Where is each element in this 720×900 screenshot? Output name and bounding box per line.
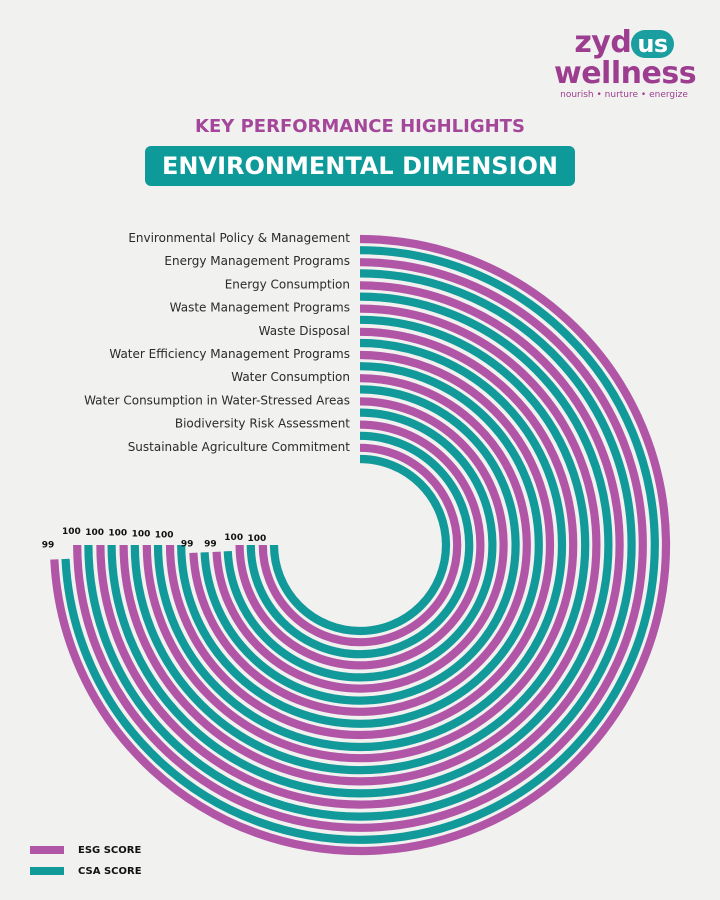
arc-esg-1 bbox=[73, 258, 647, 832]
arc-esg-3 bbox=[119, 304, 601, 786]
category-label-2: Energy Consumption bbox=[225, 277, 350, 291]
arc-csa-0 bbox=[61, 246, 659, 844]
arc-csa-5 bbox=[177, 362, 543, 728]
logo-tagline: nourish • nurture • energize bbox=[560, 90, 688, 100]
arc-esg-4 bbox=[142, 327, 578, 763]
category-label-3: Waste Management Programs bbox=[170, 301, 350, 315]
category-label-9: Sustainable Agriculture Commitment bbox=[128, 440, 351, 454]
logo-line-1: zyd us bbox=[554, 28, 694, 58]
arc-csa-2 bbox=[107, 292, 613, 798]
arc-esg-2 bbox=[96, 281, 624, 809]
value-label-2: 100 bbox=[85, 528, 104, 538]
chart-legend: ESG SCORE CSA SCORE bbox=[30, 840, 142, 882]
category-label-0: Environmental Policy & Management bbox=[128, 231, 350, 245]
value-label-0: 99 bbox=[42, 541, 55, 551]
arc-esg-0 bbox=[50, 234, 671, 856]
arc-esg-8 bbox=[235, 420, 485, 670]
legend-swatch-esg bbox=[30, 846, 64, 854]
value-label-7: 99 bbox=[204, 539, 217, 549]
arc-csa-1 bbox=[84, 269, 636, 821]
legend-item-esg: ESG SCORE bbox=[30, 840, 142, 860]
value-label-1: 100 bbox=[62, 527, 81, 537]
legend-item-csa: CSA SCORE bbox=[30, 861, 142, 881]
value-label-3: 100 bbox=[108, 529, 127, 539]
arc-csa-7 bbox=[223, 408, 497, 682]
arc-csa-3 bbox=[130, 315, 590, 775]
category-label-1: Energy Management Programs bbox=[164, 254, 350, 268]
logo-line-2: wellness bbox=[554, 56, 697, 91]
category-label-8: Biodiversity Risk Assessment bbox=[175, 417, 350, 431]
value-label-4: 100 bbox=[132, 530, 151, 540]
arc-esg-6 bbox=[189, 374, 531, 716]
category-label-7: Water Consumption in Water-Stressed Area… bbox=[84, 393, 350, 407]
value-label-9: 100 bbox=[248, 534, 267, 544]
arc-esg-5 bbox=[165, 350, 555, 740]
arc-csa-9 bbox=[269, 454, 451, 636]
arc-esg-9 bbox=[258, 443, 462, 647]
arc-esg-7 bbox=[212, 397, 508, 693]
value-label-6: 99 bbox=[181, 540, 194, 550]
page-kicker: KEY PERFORMANCE HIGHLIGHTS bbox=[195, 116, 525, 137]
brand-logo: zyd us wellness nourish • nurture • energ… bbox=[554, 28, 697, 101]
page-title-banner: ENVIRONMENTAL DIMENSION bbox=[145, 146, 575, 186]
value-label-5: 100 bbox=[155, 531, 174, 541]
category-label-5: Water Efficiency Management Programs bbox=[109, 347, 350, 361]
arc-csa-6 bbox=[200, 385, 520, 705]
value-label-8: 100 bbox=[224, 533, 243, 543]
category-label-4: Waste Disposal bbox=[259, 324, 350, 338]
arc-csa-4 bbox=[153, 338, 567, 752]
category-label-6: Water Consumption bbox=[231, 370, 350, 384]
legend-swatch-csa bbox=[30, 867, 64, 875]
arc-csa-8 bbox=[246, 431, 474, 659]
